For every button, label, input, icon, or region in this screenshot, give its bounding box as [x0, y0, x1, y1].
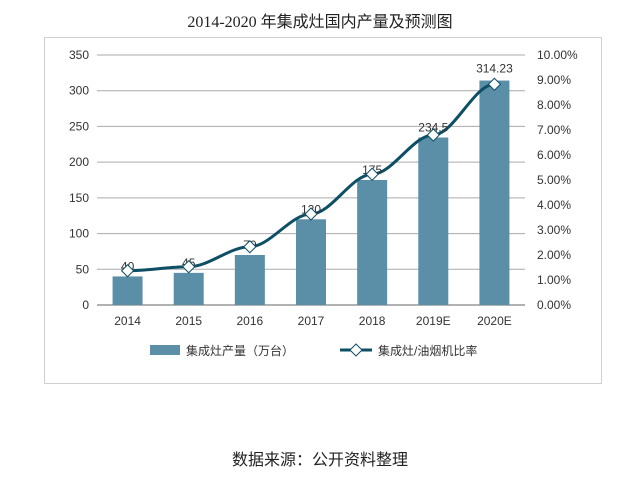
left-tick-label: 50 [76, 262, 90, 276]
left-tick-label: 250 [69, 119, 89, 133]
source-note: 数据来源：公开资料整理 [231, 452, 408, 469]
left-tick-label: 150 [69, 191, 89, 205]
left-tick-label: 350 [69, 48, 89, 62]
x-tick-label: 2020E [477, 314, 512, 328]
right-tick-label: 4.00% [537, 198, 571, 212]
legend-bar-swatch [150, 345, 180, 355]
x-tick-label: 2019E [416, 314, 451, 328]
right-tick-label: 10.00% [537, 48, 578, 62]
right-tick-label: 1.00% [537, 273, 571, 287]
legend-line-label: 集成灶/油烟机比率 [378, 343, 477, 358]
bar [234, 255, 265, 305]
x-tick-label: 2016 [237, 314, 264, 328]
bar [173, 272, 204, 305]
x-tick-label: 2015 [175, 314, 202, 328]
right-tick-label: 7.00% [537, 123, 571, 137]
right-tick-label: 9.00% [537, 73, 571, 87]
line-marker [120, 264, 135, 278]
x-tick-label: 2018 [359, 314, 386, 328]
x-tick-label: 2014 [114, 314, 141, 328]
left-tick-label: 200 [69, 155, 89, 169]
legend-bar-label: 集成灶产量（万台） [186, 343, 294, 358]
line-marker [426, 128, 440, 142]
bar-data-label: 314.23 [476, 62, 513, 76]
line-marker [243, 240, 257, 254]
line-marker [487, 77, 502, 91]
left-tick-label: 300 [69, 84, 89, 98]
chart-title: 2014-2020 年集成灶国内产量及预测图 [187, 14, 453, 31]
left-tick-label: 0 [82, 298, 89, 312]
bar [357, 180, 388, 305]
x-tick-label: 2017 [298, 314, 325, 328]
right-tick-label: 5.00% [537, 173, 571, 187]
chart-frame [44, 37, 602, 384]
right-tick-label: 3.00% [537, 223, 571, 237]
right-tick-label: 2.00% [537, 248, 571, 262]
right-tick-label: 6.00% [537, 148, 571, 162]
bar-data-label: 234.5 [418, 121, 448, 135]
left-tick-label: 100 [69, 227, 89, 241]
line-marker [182, 260, 196, 274]
bar [418, 137, 449, 305]
right-tick-label: 8.00% [537, 98, 571, 112]
line-marker [365, 167, 379, 181]
right-tick-label: 0.00% [537, 298, 571, 312]
bar [296, 219, 326, 305]
legend-line-marker [349, 343, 363, 357]
bar [112, 276, 143, 305]
line-marker [304, 207, 318, 221]
bar [479, 80, 510, 305]
